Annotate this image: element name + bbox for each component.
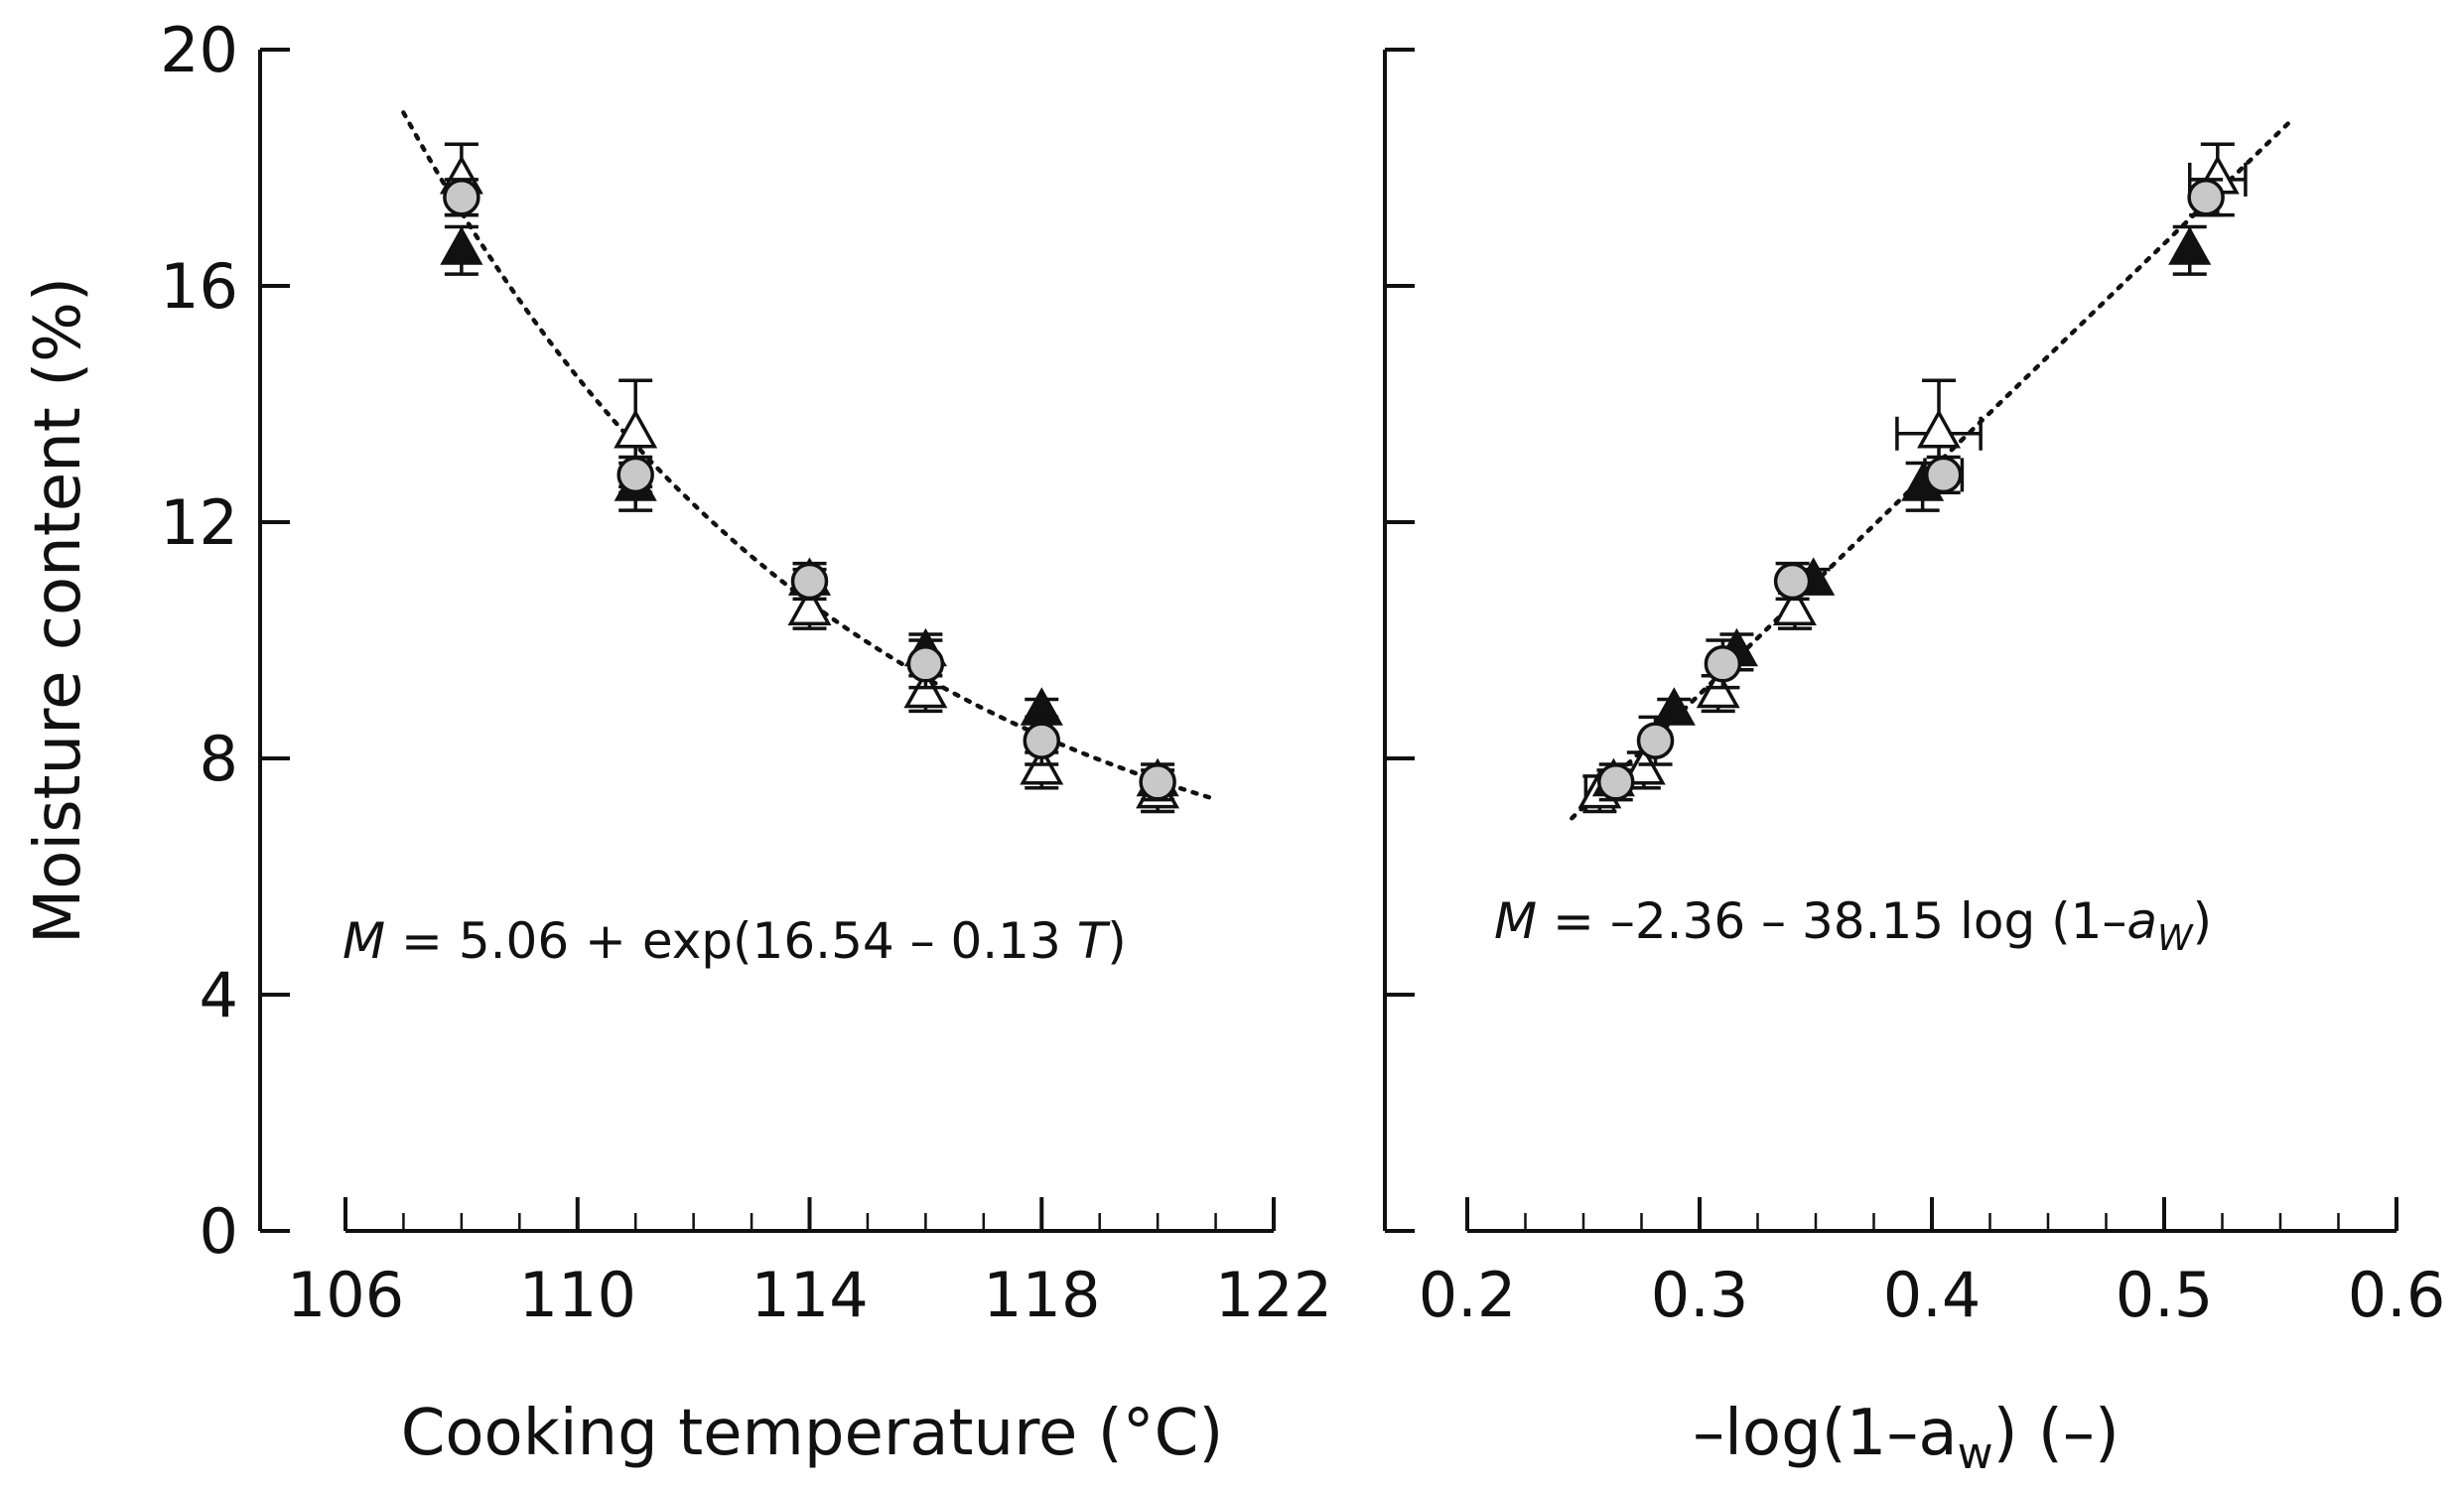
right-x-axis-title-tail: ) (–) [1993,1397,2120,1470]
y-tick-label: 16 [160,250,238,323]
left-equation: M = 5.06 + exp(16.54 – 0.13 T) [342,912,1127,970]
right-point-circle-gray [2187,179,2225,216]
right-point-circle-gray [1773,562,1812,601]
right-point-triangle-open [1917,409,1961,449]
right-x-axis-title-main: –log(1–a [1693,1397,1957,1470]
right-x-tick-label: 0.5 [2116,1259,2214,1331]
left-point-circle-gray [790,562,829,601]
left-point-circle-gray [906,645,945,683]
y-tick-label: 20 [160,14,238,86]
right-x-tick-label: 0.3 [1651,1259,1749,1331]
left-point-triangle-filled [440,226,483,265]
left-point-circle-gray [1023,722,1060,759]
right-point-circle-gray [1636,722,1675,759]
right-x-tick-label: 0.6 [2348,1259,2446,1331]
right-x-axis-title-subscript: w [1958,1428,1993,1479]
right-x-axis-title: –log(1–aw) (–) [1693,1397,2120,1479]
left-point-triangle-open [903,668,948,709]
left-point-triangle-open [787,586,832,625]
left-fit-curve [401,110,1218,802]
y-tick-label: 8 [200,723,238,795]
right-x-tick-label: 0.4 [1883,1259,1982,1331]
right-equation: M = –2.36 – 38.15 log (1–aW) [1494,892,2212,959]
y-tick-label: 0 [200,1195,238,1268]
y-tick-label: 4 [200,959,238,1031]
right-panel-water-activity: 0.2 0.3 0.4 0.5 0.6 [1383,48,2446,1331]
left-x-tick-label: 110 [519,1259,636,1331]
left-point-circle-gray [1139,763,1176,801]
y-axis-title: Moisture content (%) [22,277,95,944]
left-point-triangle-open [1020,746,1064,785]
left-x-tick-label: 122 [1215,1259,1332,1331]
left-point-triangle-open [614,409,658,449]
left-point-circle-gray [443,179,480,216]
left-x-tick-label: 114 [751,1259,868,1331]
left-panel-temperature: 0 4 8 12 16 20 106 110 114 118 122 [160,14,1332,1331]
right-point-circle-gray [1704,645,1742,683]
right-point-circle-gray [1924,456,1963,494]
right-point-triangle-filled [2168,226,2212,265]
right-point-triangle-open [1696,668,1740,709]
right-point-circle-gray [1597,763,1635,801]
right-point-triangle-open [1772,586,1817,625]
left-x-tick-label: 106 [287,1259,404,1331]
left-x-axis-title: Cooking temperature (°C) [401,1397,1224,1470]
right-point-triangle-open [1621,746,1666,785]
left-point-circle-gray [616,456,654,494]
right-x-tick-label: 0.2 [1419,1259,1517,1331]
y-tick-label: 12 [160,486,238,559]
left-x-tick-label: 118 [983,1259,1100,1331]
